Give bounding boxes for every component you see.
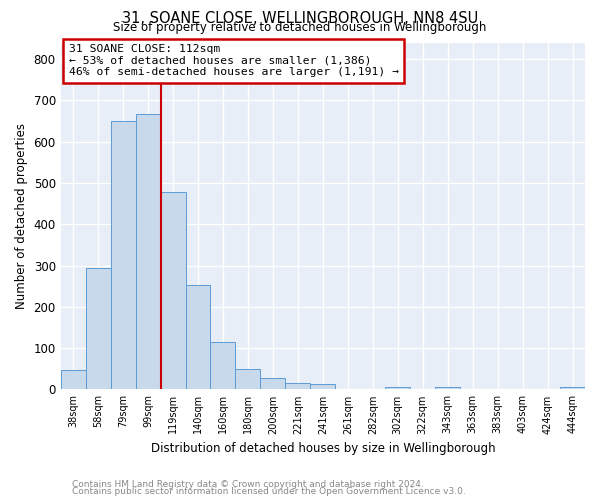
Bar [310, 384, 335, 390]
Bar [260, 378, 286, 390]
Bar [286, 383, 310, 390]
Bar [136, 114, 161, 390]
Bar [161, 192, 185, 390]
Bar [211, 342, 235, 390]
Bar [435, 388, 460, 390]
Text: Contains HM Land Registry data © Crown copyright and database right 2024.: Contains HM Land Registry data © Crown c… [72, 480, 424, 489]
Bar [235, 369, 260, 390]
Bar [86, 268, 110, 390]
Text: 31 SOANE CLOSE: 112sqm
← 53% of detached houses are smaller (1,386)
46% of semi-: 31 SOANE CLOSE: 112sqm ← 53% of detached… [68, 44, 398, 78]
Bar [560, 386, 585, 390]
Y-axis label: Number of detached properties: Number of detached properties [15, 123, 28, 309]
Text: Contains public sector information licensed under the Open Government Licence v3: Contains public sector information licen… [72, 487, 466, 496]
X-axis label: Distribution of detached houses by size in Wellingborough: Distribution of detached houses by size … [151, 442, 495, 455]
Bar [110, 120, 136, 390]
Bar [385, 388, 410, 390]
Text: Size of property relative to detached houses in Wellingborough: Size of property relative to detached ho… [113, 22, 487, 35]
Bar [185, 286, 211, 390]
Text: 31, SOANE CLOSE, WELLINGBOROUGH, NN8 4SU: 31, SOANE CLOSE, WELLINGBOROUGH, NN8 4SU [122, 11, 478, 26]
Bar [61, 370, 86, 390]
